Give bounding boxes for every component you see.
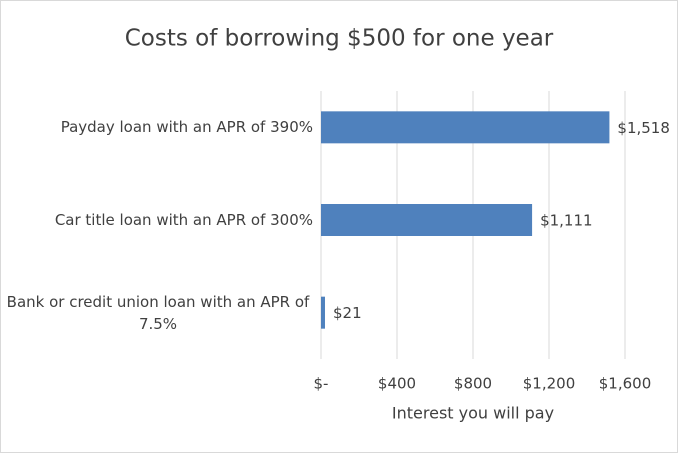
category-label-text: Bank or credit union loan with an APR of… (6, 292, 310, 333)
chart-title: Costs of borrowing $500 for one year (125, 26, 554, 52)
x-tick-label: $1,600 (599, 375, 652, 393)
category-label: Bank or credit union loan with an APR of… (3, 291, 313, 335)
x-tick-label: $- (314, 375, 329, 393)
x-tick-label: $1,200 (523, 375, 576, 393)
x-tick-label: $800 (454, 375, 492, 393)
category-label: Payday loan with an APR of 390% (3, 116, 313, 138)
data-label: $1,518 (617, 119, 670, 137)
x-axis-title: Interest you will pay (392, 404, 554, 423)
bar (321, 111, 610, 144)
category-label: Car title loan with an APR of 300% (3, 209, 313, 231)
category-label-text: Payday loan with an APR of 390% (60, 118, 313, 137)
bar (321, 296, 325, 329)
data-label: $21 (333, 304, 362, 322)
category-label-text: Car title loan with an APR of 300% (54, 211, 313, 229)
data-label: $1,111 (540, 212, 593, 230)
bar (321, 204, 533, 236)
x-tick-label: $400 (378, 375, 416, 393)
